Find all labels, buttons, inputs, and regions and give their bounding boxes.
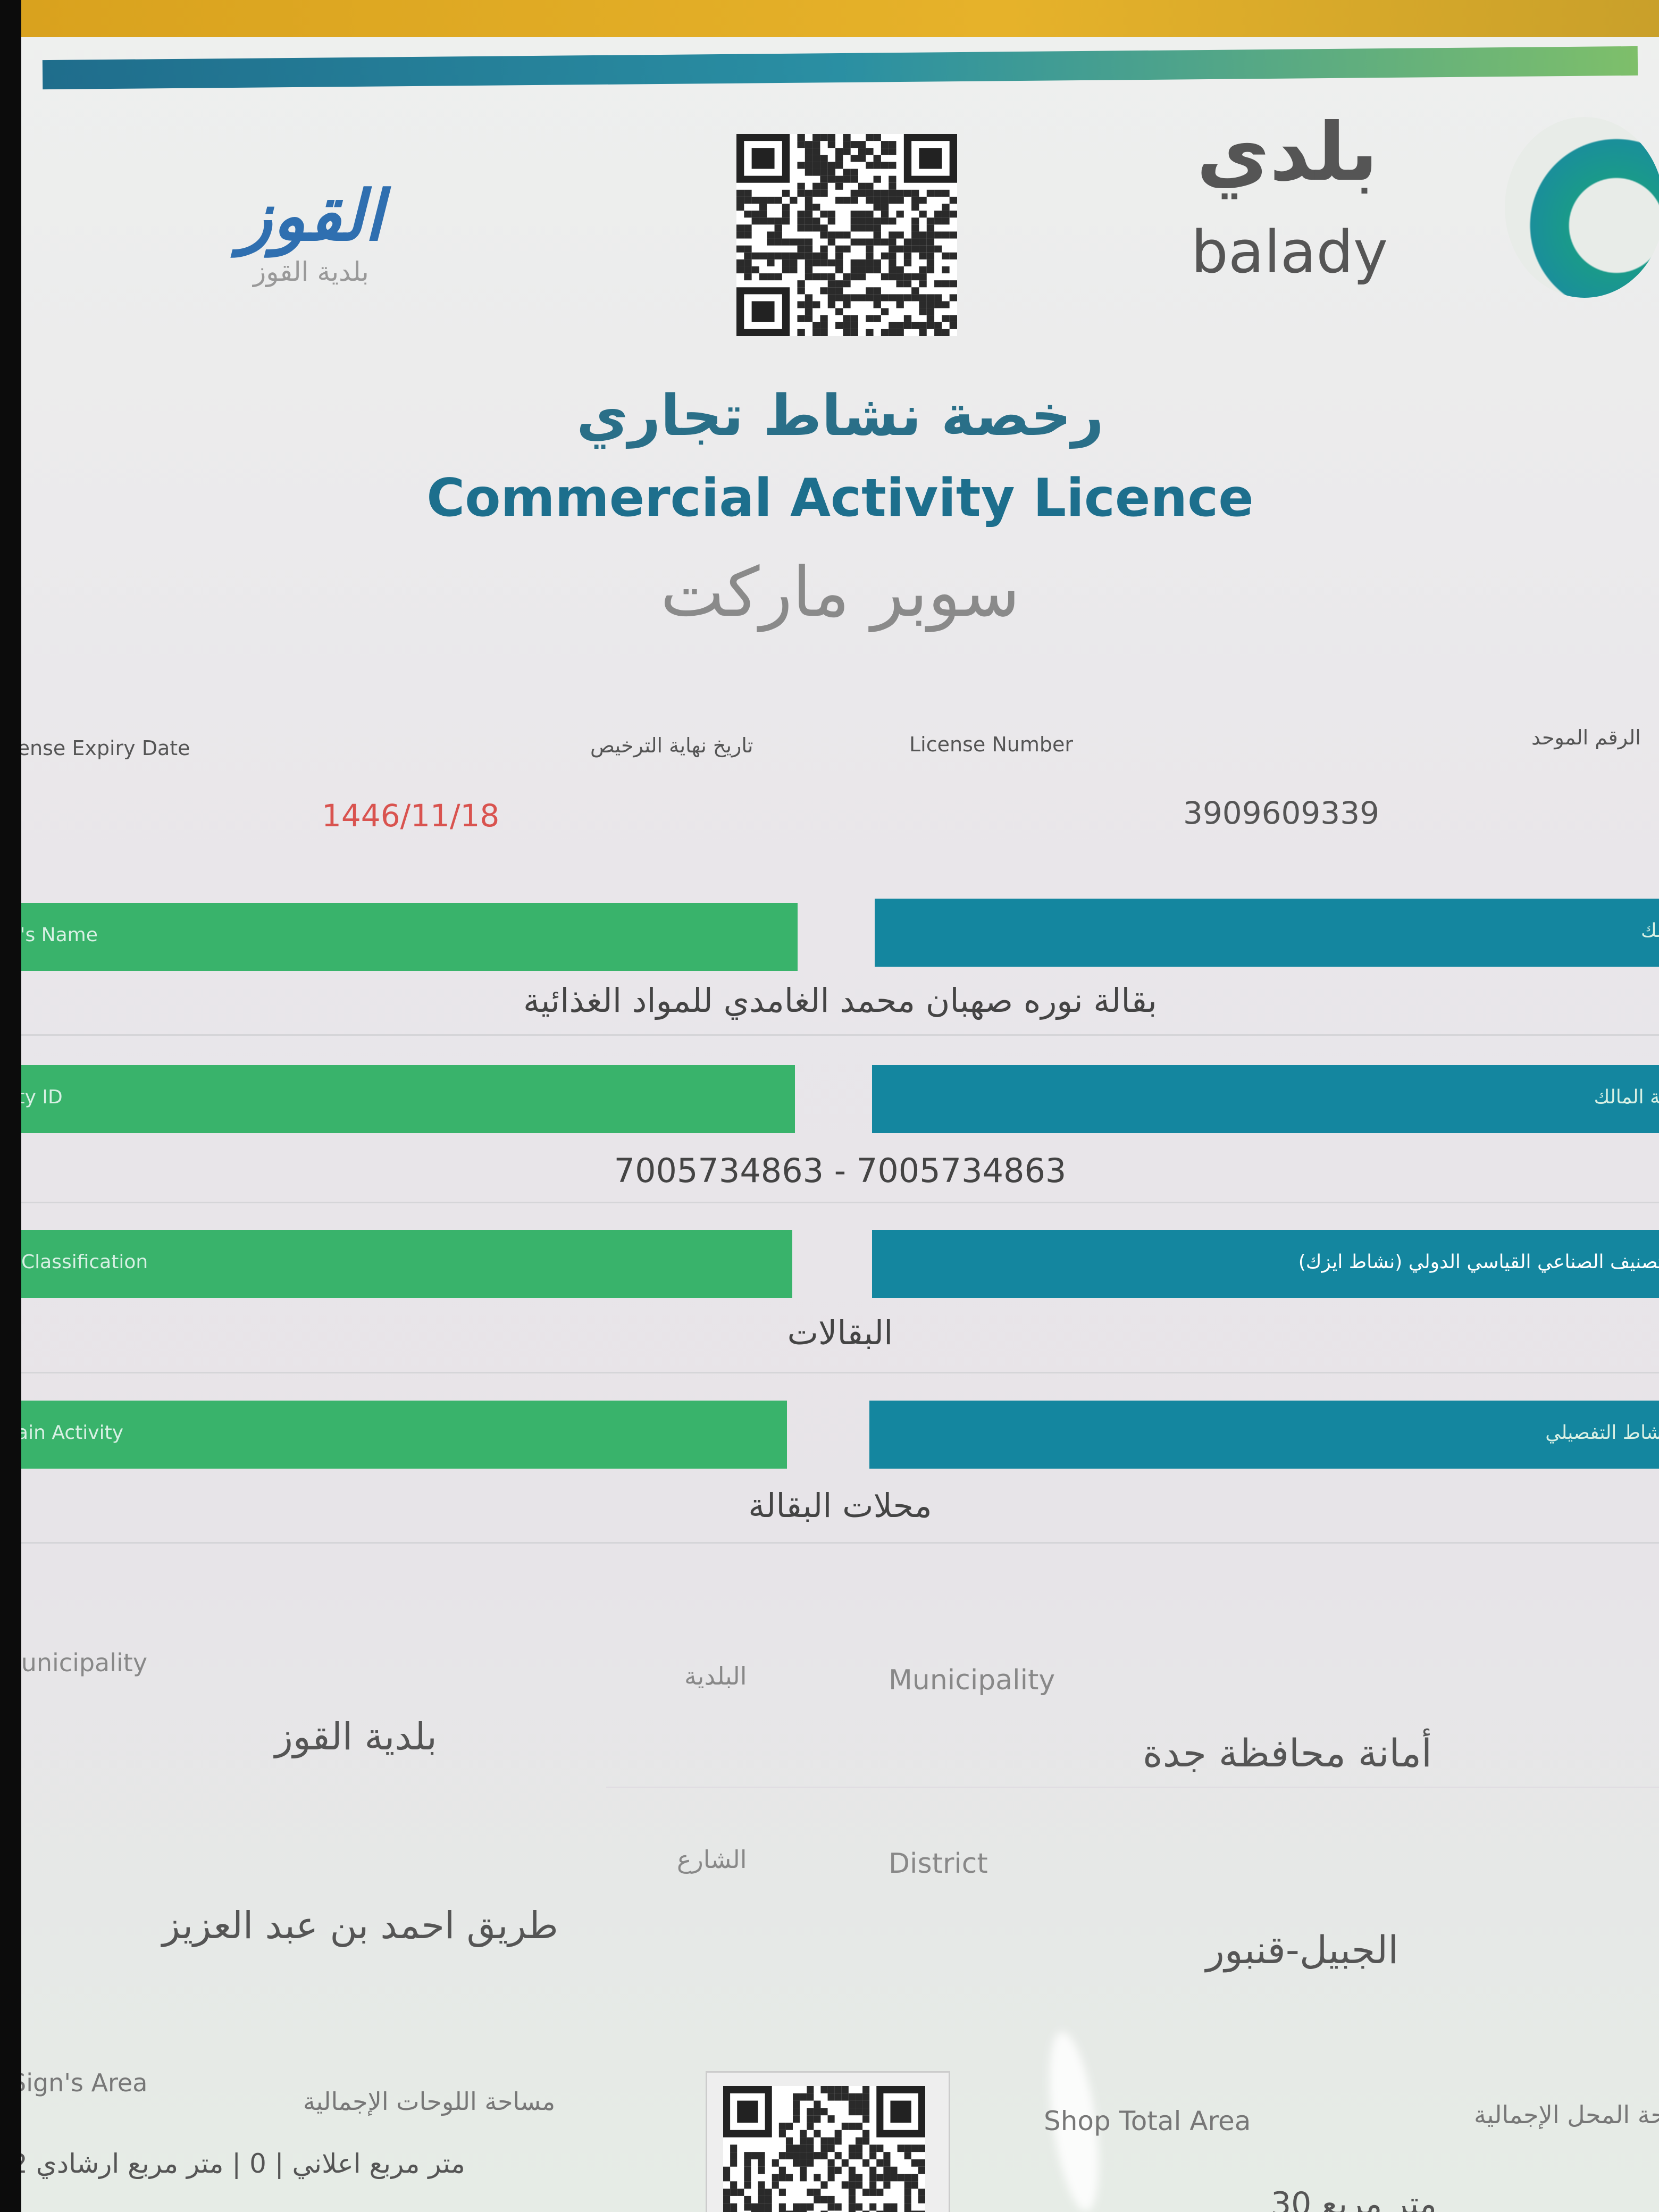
activity-name: سوبر ماركت — [660, 553, 1020, 632]
divider — [21, 1372, 1659, 1373]
shop-area-value: 30 متر مربع — [1271, 2185, 1437, 2212]
alquoz-logo-text: القوز — [239, 175, 383, 256]
licence-document: القوز بلدية القوز بلدي balady رخصة نشاط … — [21, 0, 1659, 2212]
expiry-date-value: 1446/11/18 — [322, 798, 500, 834]
alquoz-logo-sub: بلدية القوز — [253, 256, 369, 287]
owner-name-label: Owner's Name — [21, 924, 98, 946]
sign-area-value: متر مربع اعلاني | 0 | متر مربع ارشادي 2 — [21, 2148, 465, 2179]
owner-name-bar-ar: المالك — [875, 899, 1659, 967]
title-arabic: رخصة نشاط تجاري — [576, 383, 1104, 448]
classification-label-ar: التصنيف الصناعي القياسي الدولي (نشاط ايز… — [1298, 1251, 1659, 1273]
classification-bar-ar: التصنيف الصناعي القياسي الدولي (نشاط ايز… — [872, 1230, 1659, 1298]
divider — [21, 1034, 1659, 1036]
qr-code — [723, 2086, 925, 2212]
qr-code — [736, 134, 957, 336]
municipality-value: بلدية القوز — [275, 1715, 437, 1758]
owner-name-value: بقالة نوره صهبان محمد الغامدي للمواد الغ… — [523, 981, 1157, 1020]
sign-area-label-ar: مساحة اللوحات الإجمالية — [303, 2087, 556, 2116]
shop-area-label-en: Shop Total Area — [1044, 2106, 1251, 2136]
main-activity-value: محلات البقالة — [748, 1486, 932, 1525]
municipality-label-ar: البلدية — [684, 1662, 747, 1690]
main-activity-label-ar: النشاط التفصيلي — [1545, 1422, 1659, 1444]
identity-label-ar: هوية المالك — [1594, 1086, 1659, 1108]
license-number-value: 3909609339 — [1183, 795, 1380, 831]
balady-logo-ar: بلدي — [1196, 106, 1378, 199]
divider — [21, 1542, 1659, 1544]
qr-frame — [706, 2071, 950, 2212]
identity-bar-en: Identity ID — [21, 1065, 795, 1133]
divider — [21, 1202, 1659, 1203]
divider — [606, 1787, 1659, 1788]
classification-label: Classification — [21, 1251, 148, 1273]
unified-number-label: الرقم الموحد — [1531, 726, 1641, 749]
expiry-label-ar: تاريخ نهاية الترخيص — [590, 734, 753, 757]
top-band — [21, 0, 1659, 37]
owner-name-bar-en: Owner's Name — [21, 903, 798, 971]
expiry-label-en: License Expiry Date — [21, 736, 190, 760]
municipality-label-en-right: Municipality — [889, 1664, 1055, 1696]
municipality-label-en-left: Municipality — [21, 1648, 148, 1677]
street-value: طريق احمد بن عبد العزيز — [162, 1904, 558, 1947]
header-stripe — [42, 46, 1638, 90]
balady-logo: بلدي balady — [1175, 106, 1659, 314]
balady-logo-en: balady — [1191, 218, 1388, 286]
license-number-label: License Number — [909, 733, 1073, 756]
identity-label: Identity ID — [21, 1086, 63, 1108]
shop-area-label-ar: مساحة المحل الإجمالية — [1474, 2100, 1659, 2129]
main-activity-bar-en: Main Activity — [21, 1401, 787, 1469]
classification-value: البقالات — [787, 1313, 893, 1352]
sign-area-label-en: Sign's Area — [21, 2068, 148, 2097]
main-activity-bar-ar: النشاط التفصيلي — [869, 1401, 1659, 1469]
title-english: Commercial Activity Licence — [426, 468, 1254, 529]
main-activity-label: Main Activity — [21, 1422, 124, 1444]
district-label: District — [889, 1848, 988, 1880]
identity-bar-ar: هوية المالك — [872, 1065, 1659, 1133]
palm-emblem-icon — [1505, 117, 1659, 298]
classification-bar-en: Classification — [21, 1230, 792, 1298]
district-value: الجبيل-قنبور — [1206, 1928, 1399, 1972]
alquoz-logo: القوز بلدية القوز — [234, 175, 388, 324]
identity-value: 7005734863 - 7005734863 — [614, 1151, 1067, 1190]
amana-value: أمانة محافظة جدة — [1143, 1731, 1432, 1775]
owner-label-ar: المالك — [1640, 920, 1659, 942]
street-label: الشارع — [677, 1845, 747, 1874]
